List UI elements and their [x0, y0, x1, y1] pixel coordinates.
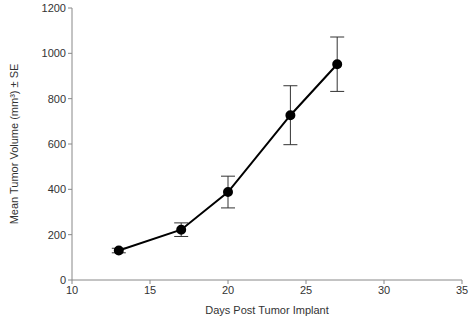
svg-text:35: 35: [456, 284, 467, 296]
svg-text:10: 10: [66, 284, 78, 296]
svg-text:15: 15: [144, 284, 156, 296]
svg-text:400: 400: [48, 183, 66, 195]
svg-text:1000: 1000: [42, 47, 66, 59]
svg-text:20: 20: [222, 284, 234, 296]
svg-text:200: 200: [48, 229, 66, 241]
svg-text:25: 25: [300, 284, 312, 296]
svg-text:Days Post Tumor Implant: Days Post Tumor Implant: [205, 304, 329, 316]
svg-text:0: 0: [60, 274, 66, 286]
svg-text:1200: 1200: [42, 2, 66, 14]
svg-text:600: 600: [48, 138, 66, 150]
svg-text:800: 800: [48, 93, 66, 105]
svg-text:30: 30: [378, 284, 390, 296]
svg-text:Mean Tumor Volume (mm³) ± SE: Mean Tumor Volume (mm³) ± SE: [8, 64, 20, 225]
